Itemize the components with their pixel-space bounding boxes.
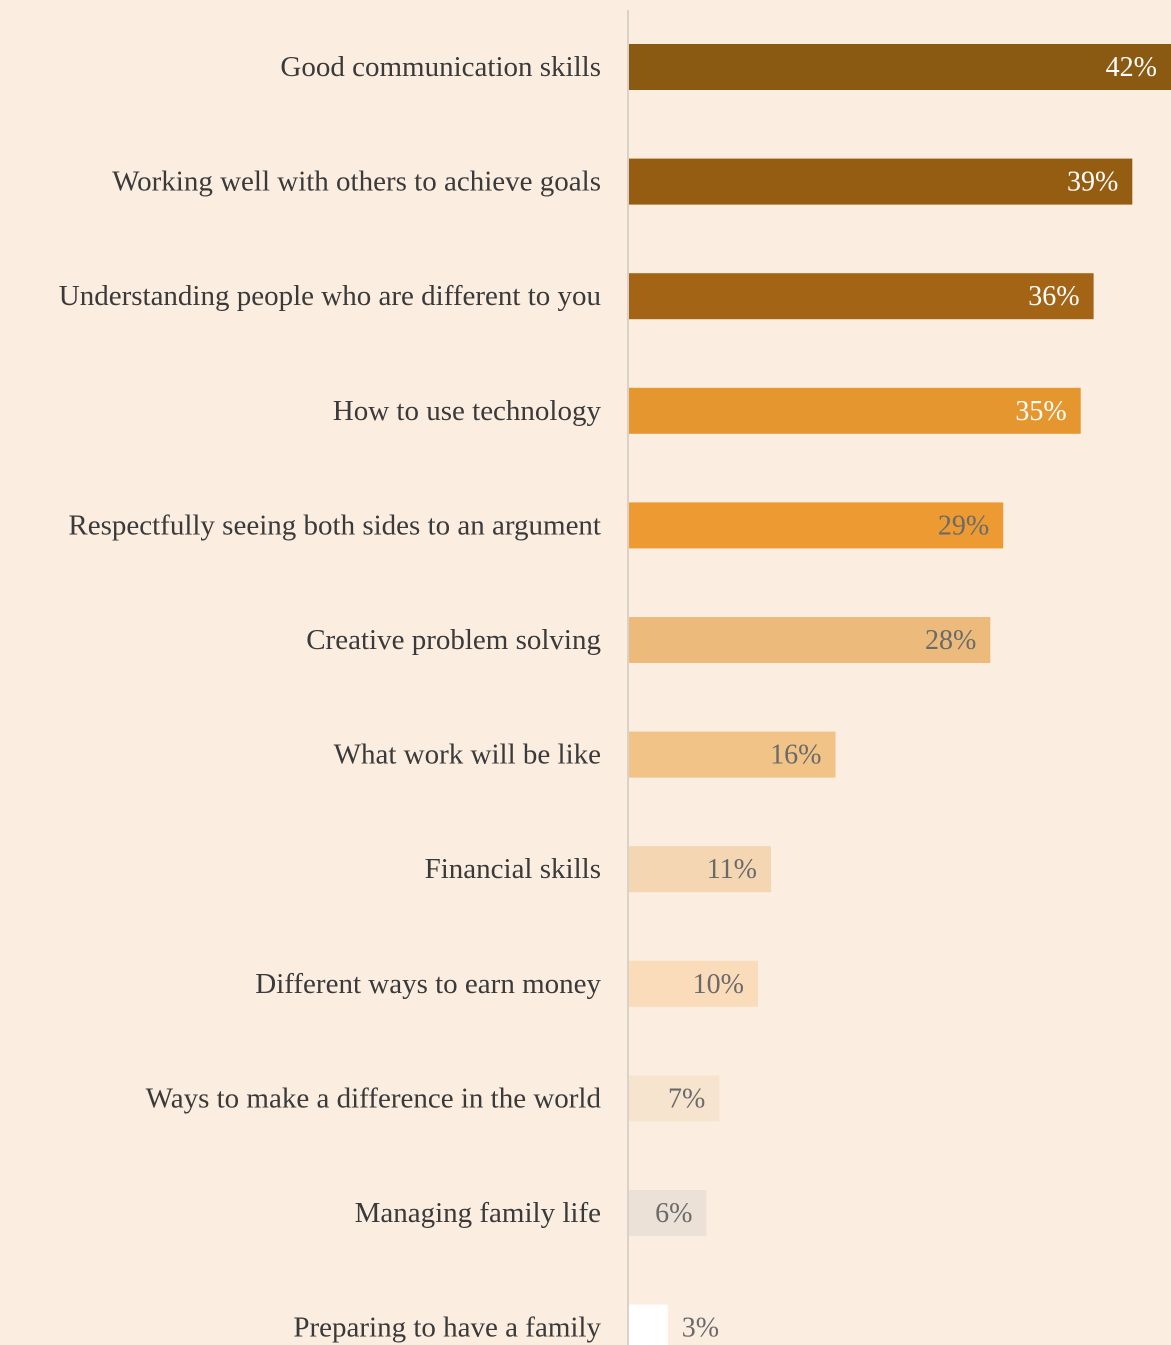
bar	[629, 273, 1094, 320]
category-label: Preparing to have a family	[293, 1312, 601, 1344]
bar	[629, 846, 771, 893]
category-label: Working well with others to achieve goal…	[112, 166, 601, 198]
category-labels-group: Good communication skills Working well wi…	[59, 51, 602, 1344]
bar	[629, 731, 836, 778]
category-label: Understanding people who are different t…	[59, 280, 601, 312]
bar	[629, 387, 1081, 434]
value-label: 10%	[693, 969, 744, 1000]
category-label: What work will be like	[334, 739, 601, 771]
category-label: Different ways to earn money	[255, 968, 601, 1000]
value-label: 3%	[682, 1313, 719, 1344]
bar	[629, 1075, 720, 1122]
category-label: Creative problem solving	[306, 624, 601, 656]
value-label: 39%	[1067, 167, 1118, 198]
value-label: 35%	[1015, 396, 1066, 427]
value-label: 36%	[1028, 281, 1079, 312]
value-label: 29%	[938, 510, 989, 541]
bar	[629, 960, 758, 1007]
value-label: 6%	[655, 1198, 692, 1229]
category-label: Good communication skills	[280, 51, 601, 83]
value-label: 11%	[707, 854, 757, 885]
value-label: 7%	[668, 1083, 705, 1114]
value-label: 42%	[1106, 52, 1157, 83]
bar	[629, 502, 1004, 549]
value-label: 28%	[925, 625, 976, 656]
bar	[629, 158, 1133, 205]
value-labels-group: 42% 39% 36% 35% 29% 28% 16% 11% 10% 7% 6% 3%	[655, 52, 1157, 1344]
value-label: 16%	[770, 740, 821, 771]
bar	[629, 44, 1171, 90]
category-label: Ways to make a difference in the world	[146, 1082, 602, 1114]
category-label: Financial skills	[425, 853, 601, 885]
category-label: Respectfully seeing both sides to an arg…	[68, 509, 601, 541]
category-label: Managing family life	[355, 1197, 601, 1229]
bar	[629, 1304, 668, 1345]
bars-group	[629, 44, 1171, 1345]
category-label: How to use technology	[333, 395, 602, 427]
bar	[629, 617, 991, 663]
bar	[629, 1190, 707, 1236]
